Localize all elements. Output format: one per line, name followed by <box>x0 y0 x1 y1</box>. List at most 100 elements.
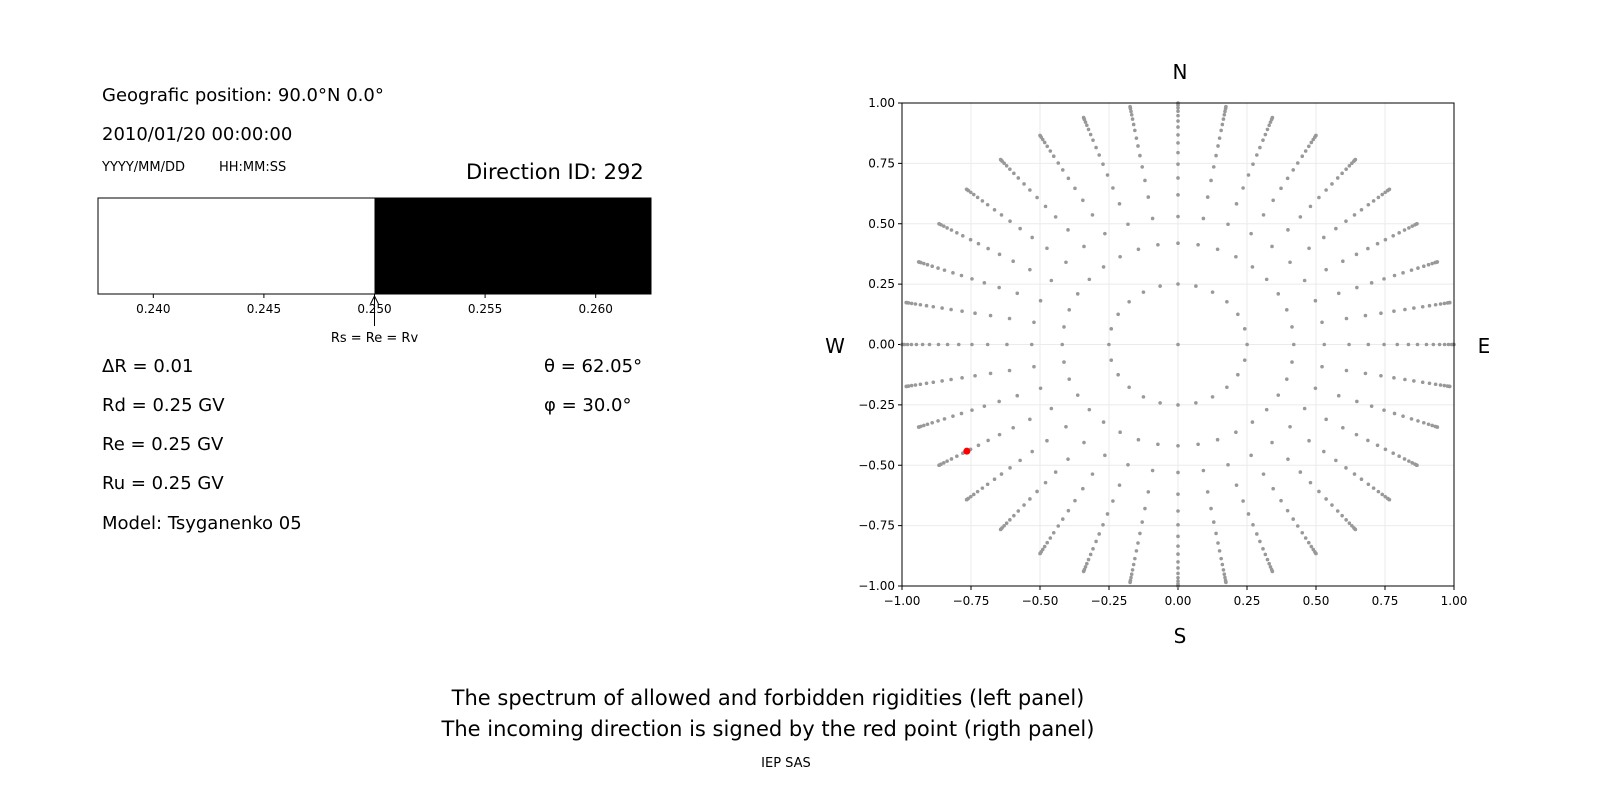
direction-point <box>1263 552 1268 557</box>
direction-point <box>1217 549 1222 553</box>
footer-credit: IEP SAS <box>761 756 811 771</box>
direction-point <box>1366 482 1371 487</box>
direction-point <box>1409 417 1414 421</box>
direction-point <box>924 303 929 308</box>
direction-point <box>1335 176 1340 180</box>
direction-point <box>1129 572 1134 577</box>
direction-point <box>1324 497 1328 501</box>
direction-point <box>1086 127 1091 132</box>
direction-point <box>1215 247 1220 252</box>
direction-point <box>1109 327 1114 331</box>
direction-point <box>1246 173 1251 177</box>
direction-point <box>1048 149 1053 153</box>
direction-point <box>1032 320 1036 325</box>
direction-point <box>1101 265 1106 269</box>
direction-point <box>1011 259 1015 264</box>
direction-point <box>922 261 926 266</box>
direction-point <box>1140 520 1145 524</box>
direction-point <box>1261 472 1266 476</box>
direction-point <box>1101 522 1105 527</box>
direction-point <box>1392 273 1397 278</box>
direction-point <box>1288 260 1292 265</box>
direction-point <box>971 192 976 197</box>
direction-point <box>949 307 953 312</box>
x-tick-label: 0.25 <box>1234 594 1261 608</box>
direction-point <box>1143 506 1147 511</box>
direction-point <box>1088 552 1093 557</box>
direction-point <box>1176 106 1180 110</box>
direction-point <box>1306 144 1311 149</box>
direction-point <box>1359 207 1364 212</box>
direction-point <box>1246 512 1251 516</box>
direction-point <box>980 199 985 203</box>
direction-point <box>1016 509 1021 513</box>
direction-point <box>1224 580 1228 585</box>
direction-point <box>1090 213 1095 217</box>
direction-point <box>1427 303 1432 308</box>
direction-point <box>1352 472 1357 476</box>
direction-point <box>1291 168 1296 172</box>
direction-point <box>1176 403 1180 407</box>
direction-point <box>909 383 914 388</box>
direction-point <box>1133 556 1137 561</box>
direction-point <box>1317 489 1321 494</box>
direction-point <box>1053 470 1058 474</box>
x-tick-label: −0.50 <box>1022 594 1059 608</box>
direction-point <box>1447 300 1452 305</box>
compass-south: S <box>1174 624 1187 648</box>
x-tick-label: −0.75 <box>953 594 990 608</box>
direction-point <box>1288 424 1292 429</box>
direction-point <box>970 342 974 347</box>
direction-point <box>1073 498 1077 503</box>
direction-point <box>1116 372 1120 377</box>
direction-point <box>1060 168 1065 172</box>
direction-point <box>964 187 969 192</box>
direction-point <box>1279 498 1283 503</box>
incoming-direction-point <box>963 447 971 455</box>
direction-point <box>1382 342 1386 347</box>
direction-point <box>1097 532 1101 536</box>
direction-point <box>1298 470 1303 474</box>
direction-point <box>940 306 944 310</box>
direction-point <box>1126 222 1130 227</box>
direction-point <box>1015 291 1020 296</box>
direction-point <box>1066 457 1070 461</box>
direction-point <box>1133 128 1137 133</box>
x-tick-label: −1.00 <box>884 594 921 608</box>
direction-point <box>1210 290 1215 294</box>
direction-point <box>1131 562 1136 567</box>
direction-point <box>968 237 973 242</box>
direction-point <box>951 271 955 275</box>
direction-point <box>1371 199 1376 203</box>
direction-point <box>1048 536 1053 540</box>
direction-point <box>1127 299 1131 304</box>
direction-point <box>909 342 914 347</box>
direction-point <box>1082 244 1086 249</box>
direction-point <box>1214 531 1218 536</box>
direction-point <box>1234 430 1238 435</box>
direction-point <box>916 425 921 429</box>
direction-point <box>1383 447 1388 452</box>
direction-point <box>997 252 1002 257</box>
direction-point <box>1314 551 1318 556</box>
direction-point <box>1392 376 1396 380</box>
direction-point <box>1415 342 1420 347</box>
direction-point <box>1105 512 1110 516</box>
direction-point <box>1330 182 1334 186</box>
direction-point <box>1290 360 1294 364</box>
direction-point <box>1111 186 1115 190</box>
direction-point <box>1051 154 1056 159</box>
direction-point <box>1265 557 1270 562</box>
direction-point <box>1008 466 1012 470</box>
direction-point <box>1008 167 1012 171</box>
direction-point <box>930 264 934 269</box>
direction-point <box>914 342 919 347</box>
direction-point <box>1391 451 1395 456</box>
direction-point <box>1136 437 1141 442</box>
direction-point <box>1395 342 1400 347</box>
direction-point <box>920 342 925 347</box>
annotation-arrowhead <box>370 294 379 305</box>
direction-point <box>1435 425 1440 429</box>
direction-point <box>1242 327 1247 331</box>
direction-point <box>992 207 997 212</box>
